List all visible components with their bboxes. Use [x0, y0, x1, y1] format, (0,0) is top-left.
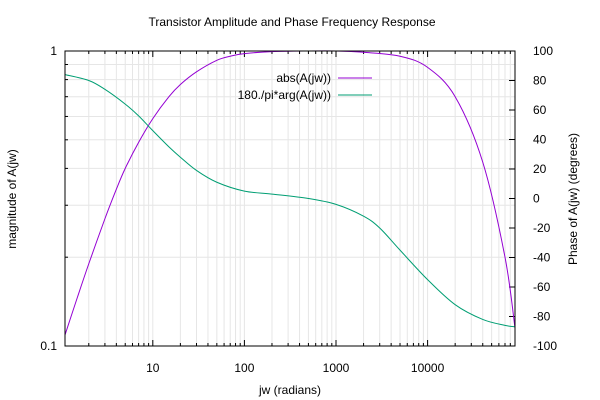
- grid: [65, 50, 516, 347]
- x-tick-label: 100: [234, 361, 254, 375]
- ticks: 10 100 1000 10000 0.1 1 -100 -80 -60 -40 -20 0 20 40 6…: [40, 44, 557, 375]
- x-tick-label: 10000: [411, 361, 445, 375]
- x-axis-label: jw (radians): [258, 383, 321, 397]
- series-group: [64, 50, 516, 336]
- legend-label-phase: 180./pi*arg(A(jw)): [238, 88, 331, 102]
- chart-title: Transistor Amplitude and Phase Frequency…: [148, 15, 435, 29]
- y2-tick-label: -60: [533, 280, 551, 294]
- series-line-magnitude: [64, 50, 516, 336]
- y2-tick-label: 80: [533, 74, 547, 88]
- y2-tick-label: 40: [533, 133, 547, 147]
- y2-axis-label: Phase of A(jw) (degrees): [566, 133, 580, 265]
- legend-label-abs: abs(A(jw)): [276, 71, 331, 85]
- y2-tick-label: 20: [533, 162, 547, 176]
- y-tick-label: 1: [50, 44, 57, 58]
- legend: abs(A(jw)) 180./pi*arg(A(jw)): [238, 71, 372, 102]
- y2-tick-label: 100: [533, 44, 553, 58]
- y-axis-label: magnitude of A(jw): [5, 149, 19, 248]
- y2-tick-label: -80: [533, 310, 551, 324]
- series-line-phase: [64, 74, 516, 328]
- plot-border: [64, 50, 516, 347]
- y2-tick-label: 0: [533, 192, 540, 206]
- y2-tick-label: -20: [533, 221, 551, 235]
- y2-tick-label: -100: [533, 339, 557, 353]
- y2-tick-label: -40: [533, 251, 551, 265]
- x-tick-label: 1000: [323, 361, 350, 375]
- y-tick-label: 0.1: [40, 339, 57, 353]
- x-tick-label: 10: [146, 361, 160, 375]
- y2-tick-label: 60: [533, 103, 547, 117]
